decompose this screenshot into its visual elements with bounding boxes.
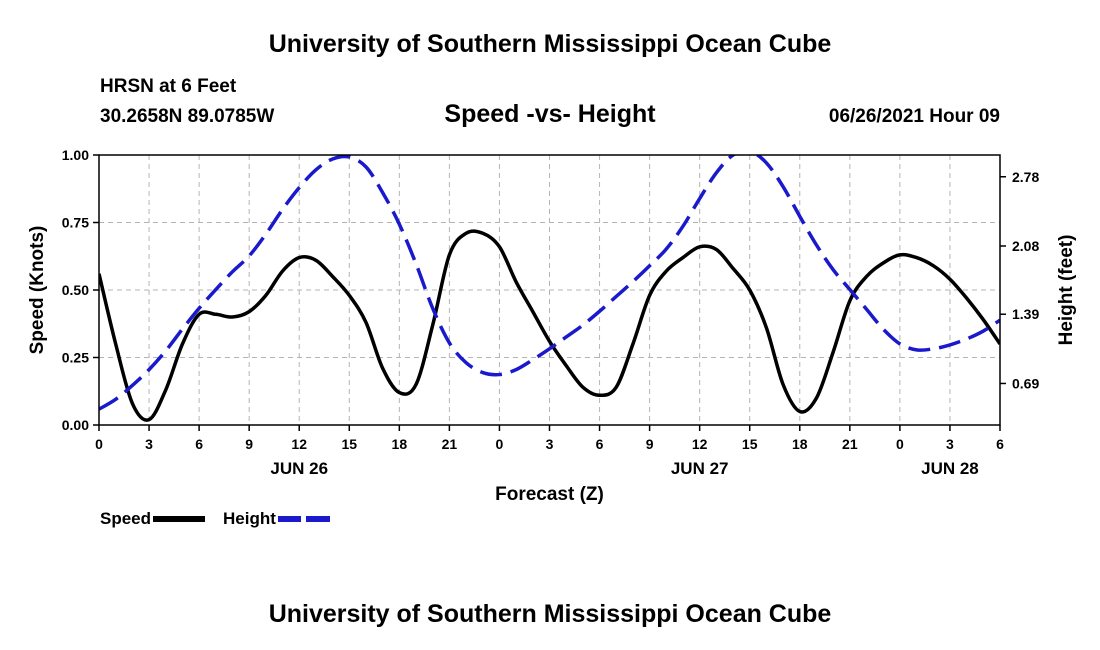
x-tick-label: 3 (546, 436, 554, 452)
x-tick-label: 0 (896, 436, 904, 452)
legend-height-swatch (277, 516, 330, 522)
x-tick-label: 21 (842, 436, 858, 452)
legend-speed-swatch (153, 516, 206, 522)
y-axis-title: Speed (Knots) (27, 226, 48, 355)
x-tick-label: 6 (996, 436, 1004, 452)
x-tick-label: 0 (95, 436, 103, 452)
axes: 0 3 6 9 12 15 18 21 0 3 6 9 12 15 18 21 0 3 6 0.00 0.25 0.50 0… (27, 147, 1077, 505)
date-label: JUN 27 (671, 459, 729, 478)
date-label: JUN 26 (270, 459, 328, 478)
y-right-tick-label: 0.69 (1012, 375, 1039, 391)
legend: Speed Height (100, 509, 330, 529)
grid-lines (99, 155, 1000, 425)
x-tick-label: 3 (946, 436, 954, 452)
page-title: University of Southern Mississippi Ocean… (268, 30, 832, 58)
y-right-tick-label: 2.78 (1012, 169, 1039, 185)
forecast-timestamp: 06/26/2021 Hour 09 (828, 106, 1000, 127)
x-tick-label: 12 (692, 436, 708, 452)
y-tick-label: 0.75 (62, 215, 89, 231)
x-tick-label: 18 (792, 436, 808, 452)
series-lines (99, 155, 1000, 422)
x-axis-title: Forecast (Z) (495, 484, 604, 505)
x-tick-label: 15 (341, 436, 357, 452)
x-tick-label: 6 (596, 436, 604, 452)
chart-title: Speed -vs- Height (444, 100, 656, 128)
y-tick-label: 0.25 (62, 350, 89, 366)
x-tick-label: 21 (442, 436, 458, 452)
date-label: JUN 28 (921, 459, 979, 478)
y-tick-label: 0.00 (62, 417, 89, 433)
legend-height-label: Height (223, 509, 276, 528)
speed-series-line (99, 229, 1000, 422)
x-tick-label: 18 (392, 436, 408, 452)
footer-title: University of Southern Mississippi Ocean… (268, 600, 832, 628)
x-tick-label: 12 (291, 436, 307, 452)
x-tick-label: 15 (742, 436, 758, 452)
height-series-line (99, 155, 1000, 411)
x-tick-label: 3 (145, 436, 153, 452)
y-tick-label: 1.00 (62, 147, 89, 163)
station-coordinates: 30.2658N 89.0785W (100, 106, 275, 127)
x-tick-label: 0 (496, 436, 504, 452)
x-tick-label: 9 (245, 436, 253, 452)
y-right-tick-label: 2.08 (1012, 238, 1039, 254)
x-tick-label: 6 (195, 436, 203, 452)
legend-speed-label: Speed (100, 509, 152, 528)
station-label: HRSN at 6 Feet (100, 76, 237, 97)
y-tick-label: 0.50 (62, 282, 89, 298)
y-right-axis-title: Height (feet) (1056, 235, 1077, 346)
y-right-tick-label: 1.39 (1012, 306, 1039, 322)
x-tick-label: 9 (646, 436, 654, 452)
